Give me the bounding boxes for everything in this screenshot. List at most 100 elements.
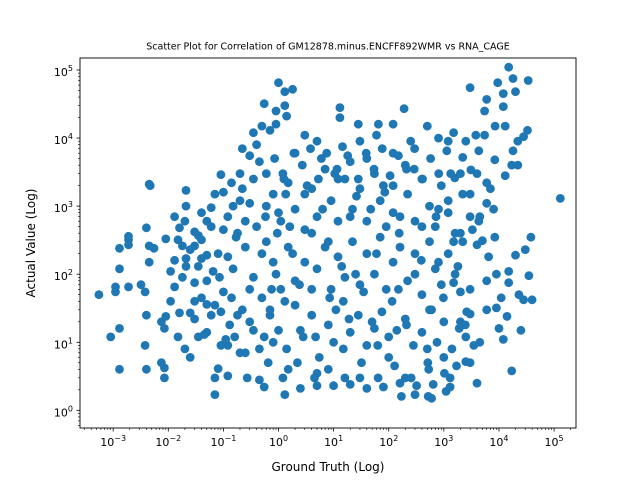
data-point — [439, 353, 449, 362]
data-point — [160, 324, 169, 333]
data-point — [434, 133, 443, 143]
data-point — [410, 269, 420, 279]
data-point — [202, 300, 212, 309]
data-point — [312, 264, 322, 274]
data-point — [142, 223, 151, 233]
data-point — [494, 324, 504, 333]
data-point — [140, 341, 150, 350]
data-point — [425, 305, 434, 315]
x-axis-label: Ground Truth (Log) — [272, 460, 385, 474]
data-point — [210, 300, 220, 310]
data-point — [390, 361, 399, 371]
data-point — [486, 184, 495, 194]
tick-label: 104 — [489, 434, 508, 449]
data-point — [388, 181, 398, 191]
tick-label: 102 — [54, 268, 73, 283]
data-point — [504, 278, 514, 288]
data-point — [206, 310, 216, 320]
data-point — [293, 358, 302, 368]
data-point — [213, 249, 223, 259]
data-point — [335, 103, 345, 112]
data-point — [312, 212, 322, 222]
data-point — [387, 296, 397, 306]
data-point — [406, 373, 416, 383]
data-point — [394, 151, 403, 161]
data-point — [267, 284, 276, 294]
data-point — [362, 384, 372, 393]
data-point — [345, 380, 355, 389]
data-point — [507, 366, 517, 376]
data-point — [493, 78, 503, 88]
data-point — [465, 189, 475, 199]
data-point — [490, 232, 500, 242]
data-point — [252, 222, 261, 232]
data-point — [348, 237, 357, 247]
data-point — [395, 242, 405, 252]
x-axis: 10−3 10−2 10−1 100 101 102 103 104 105 — [84, 428, 571, 449]
data-point — [498, 89, 508, 98]
data-point — [170, 255, 180, 265]
data-point — [190, 296, 200, 306]
data-point — [271, 269, 281, 279]
data-point — [231, 232, 241, 242]
data-point — [180, 216, 190, 226]
data-point — [338, 344, 348, 354]
data-point — [395, 378, 405, 388]
data-point — [140, 287, 150, 297]
tick-label: 103 — [434, 434, 453, 449]
data-point — [500, 171, 510, 181]
data-point — [513, 160, 523, 170]
data-point — [306, 144, 315, 154]
data-point — [221, 335, 231, 344]
data-point — [345, 327, 355, 337]
data-point — [373, 341, 383, 350]
data-point — [484, 252, 493, 262]
data-point — [442, 146, 452, 156]
data-point — [175, 308, 184, 318]
data-point — [388, 257, 398, 267]
data-point — [329, 381, 338, 391]
data-point — [432, 337, 442, 347]
data-point — [362, 249, 372, 259]
data-point — [377, 307, 387, 317]
tick-label: 103 — [54, 200, 73, 215]
data-point — [443, 208, 453, 218]
data-point — [335, 113, 345, 122]
data-point — [249, 174, 258, 184]
data-point — [351, 269, 360, 279]
data-point — [265, 125, 275, 135]
data-point — [181, 186, 191, 195]
data-point — [338, 142, 347, 152]
data-point — [331, 305, 341, 315]
data-point — [338, 296, 348, 306]
data-point — [310, 373, 319, 383]
data-point — [409, 341, 418, 350]
data-point — [474, 146, 484, 156]
data-point — [240, 242, 250, 252]
tick-label: 104 — [54, 132, 73, 147]
data-point — [434, 169, 444, 179]
data-point — [516, 325, 526, 335]
data-point — [439, 317, 449, 327]
data-point — [449, 128, 458, 138]
data-point — [394, 284, 403, 294]
data-point — [312, 136, 322, 146]
data-point — [482, 305, 492, 315]
data-point — [257, 249, 267, 259]
data-point — [410, 249, 420, 259]
data-point — [272, 228, 282, 238]
tick-label: 10−2 — [155, 434, 181, 449]
data-point — [355, 280, 365, 290]
data-point — [255, 344, 264, 354]
data-point — [268, 257, 278, 267]
data-point — [434, 257, 443, 267]
data-point — [279, 174, 289, 184]
data-point — [202, 216, 212, 226]
data-point — [296, 384, 305, 393]
data-point — [178, 241, 187, 251]
data-point — [362, 216, 372, 226]
data-point — [185, 353, 195, 362]
data-point — [379, 382, 388, 392]
data-point — [276, 284, 286, 294]
data-point — [285, 222, 295, 232]
